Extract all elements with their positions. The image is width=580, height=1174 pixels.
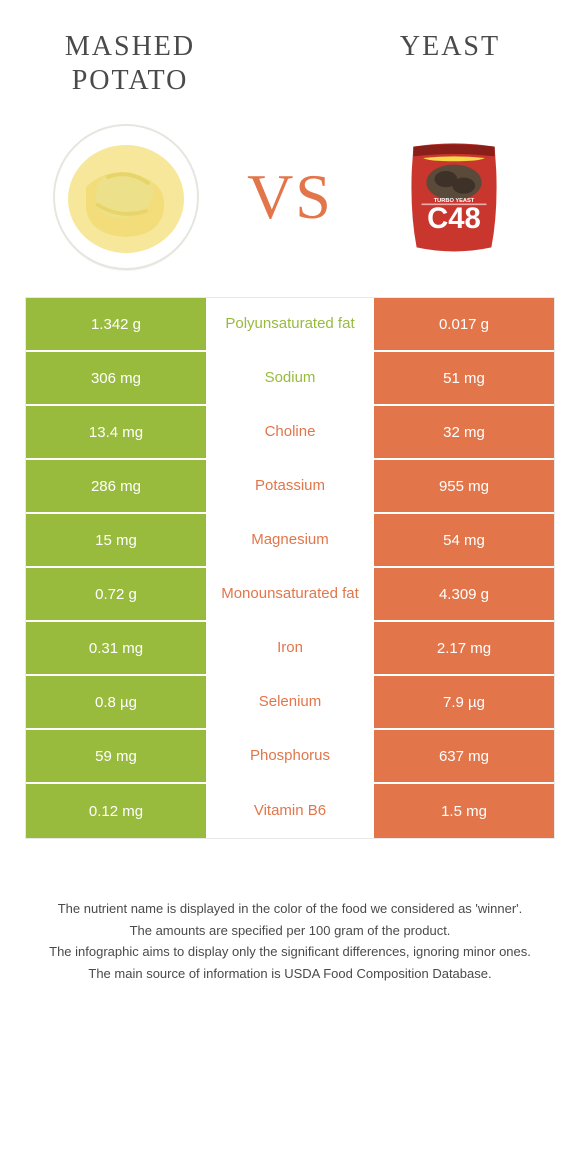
value-left: 306 mg [26,352,206,404]
table-row: 13.4 mgCholine32 mg [26,406,554,460]
nutrient-label: Monounsaturated fat [206,568,374,620]
footer-line: The main source of information is USDA F… [40,964,540,984]
value-right: 955 mg [374,460,554,512]
value-left: 0.72 g [26,568,206,620]
value-left: 286 mg [26,460,206,512]
svg-text:TURBO YEAST: TURBO YEAST [434,198,475,204]
svg-text:C48: C48 [427,203,481,235]
footer-notes: The nutrient name is displayed in the co… [40,899,540,983]
table-row: 0.12 mgVitamin B61.5 mg [26,784,554,838]
table-row: 306 mgSodium51 mg [26,352,554,406]
nutrient-label: Potassium [206,460,374,512]
food-b-title: YEAST [360,30,540,64]
nutrient-label: Choline [206,406,374,458]
title-row: MASHED POTATO YEAST [0,0,580,117]
table-row: 59 mgPhosphorus637 mg [26,730,554,784]
value-left: 59 mg [26,730,206,782]
food-b-image: C48 TURBO YEAST [374,117,534,277]
value-right: 1.5 mg [374,784,554,838]
value-right: 2.17 mg [374,622,554,674]
infographic-container: MASHED POTATO YEAST VS C [0,0,580,983]
value-left: 13.4 mg [26,406,206,458]
nutrient-table: 1.342 gPolyunsaturated fat0.017 g306 mgS… [25,297,555,839]
table-row: 286 mgPotassium955 mg [26,460,554,514]
nutrient-label: Sodium [206,352,374,404]
nutrient-label: Vitamin B6 [206,784,374,838]
table-row: 0.31 mgIron2.17 mg [26,622,554,676]
food-a-title: MASHED POTATO [40,30,220,97]
value-right: 0.017 g [374,298,554,350]
food-a-image [46,117,206,277]
nutrient-label: Polyunsaturated fat [206,298,374,350]
table-row: 0.72 gMonounsaturated fat4.309 g [26,568,554,622]
table-row: 1.342 gPolyunsaturated fat0.017 g [26,298,554,352]
images-row: VS C48 TURBO YEAST [0,117,580,297]
table-row: 15 mgMagnesium54 mg [26,514,554,568]
value-left: 1.342 g [26,298,206,350]
nutrient-label: Phosphorus [206,730,374,782]
value-right: 32 mg [374,406,554,458]
nutrient-label: Magnesium [206,514,374,566]
footer-line: The nutrient name is displayed in the co… [40,899,540,919]
nutrient-label: Selenium [206,676,374,728]
value-right: 637 mg [374,730,554,782]
value-left: 0.12 mg [26,784,206,838]
value-right: 7.9 µg [374,676,554,728]
value-left: 0.31 mg [26,622,206,674]
footer-line: The amounts are specified per 100 gram o… [40,921,540,941]
vs-label: VS [247,160,333,234]
value-left: 15 mg [26,514,206,566]
table-row: 0.8 µgSelenium7.9 µg [26,676,554,730]
nutrient-label: Iron [206,622,374,674]
value-right: 54 mg [374,514,554,566]
value-left: 0.8 µg [26,676,206,728]
value-right: 4.309 g [374,568,554,620]
value-right: 51 mg [374,352,554,404]
footer-line: The infographic aims to display only the… [40,942,540,962]
